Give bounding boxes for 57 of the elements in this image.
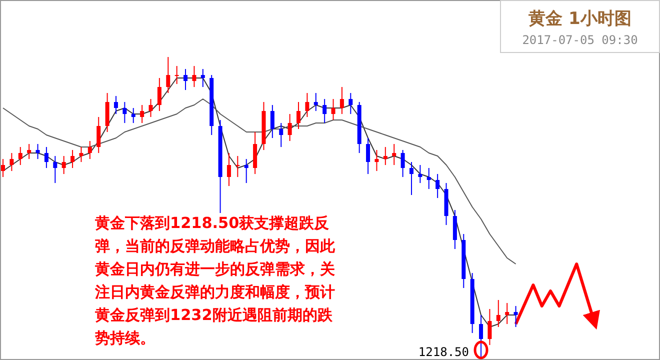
annotation: 黄金下落到1218.50获支撑超跌反弹，当前的反弹动能略占优势，因此黄金日内仍有进一步的反弹需求，关注日内黄金反弹的力度和幅度，预计黄金反弹到1232附近遇阻前期的跌势持续。	[95, 213, 335, 349]
candlestick	[253, 132, 258, 174]
candlestick	[122, 102, 127, 124]
candlestick	[505, 302, 510, 324]
candlestick	[105, 92, 110, 132]
chart-title: 黄金 1小时图	[528, 9, 632, 29]
candlestick	[114, 96, 118, 114]
candlestick	[374, 150, 379, 172]
candlestick	[10, 152, 14, 172]
candlestick	[244, 158, 248, 184]
candlestick	[79, 146, 84, 162]
candlestick	[322, 98, 327, 124]
candlestick	[366, 138, 370, 174]
candlestick	[314, 92, 318, 112]
candlestick	[18, 146, 22, 166]
candlestick	[1, 158, 5, 178]
candlestick	[62, 156, 66, 174]
candlestick	[452, 210, 457, 250]
candlestick	[496, 300, 500, 328]
candlestick	[400, 150, 405, 178]
candlestick	[331, 98, 336, 120]
candlestick	[288, 114, 292, 142]
candlestick	[200, 68, 205, 88]
candlestick	[479, 314, 484, 358]
candlestick	[157, 78, 162, 112]
candlestick	[96, 116, 101, 154]
candlestick	[296, 102, 300, 130]
annotation: 1218.50	[418, 345, 470, 359]
candlestick	[184, 68, 188, 90]
candlestick	[383, 146, 388, 166]
candlestick	[140, 104, 144, 124]
candlestick	[44, 146, 48, 168]
candlestick	[36, 144, 40, 160]
candlestick	[418, 164, 422, 184]
chart-subtitle: 2017-07-05 09:30	[522, 33, 638, 47]
candlestick	[514, 306, 518, 328]
candlestick	[226, 152, 231, 186]
candlestick	[436, 174, 440, 198]
candlestick	[279, 122, 284, 148]
candlestick	[131, 108, 136, 124]
candlestick	[192, 66, 196, 88]
candlestick	[340, 86, 344, 114]
candlestick	[488, 308, 492, 346]
candlestick	[409, 162, 414, 196]
candlestick	[70, 150, 75, 168]
candlestick	[426, 168, 431, 190]
candlestick	[27, 144, 32, 160]
candlestick	[174, 66, 179, 84]
candlestick	[270, 104, 274, 138]
candlestick	[348, 92, 353, 114]
candlestick	[88, 140, 92, 160]
candlestick	[392, 144, 396, 166]
candlestick	[166, 56, 170, 94]
candlestick	[53, 156, 58, 184]
candlestick	[148, 98, 153, 118]
candlestick	[236, 156, 240, 178]
candlestick	[305, 92, 310, 118]
